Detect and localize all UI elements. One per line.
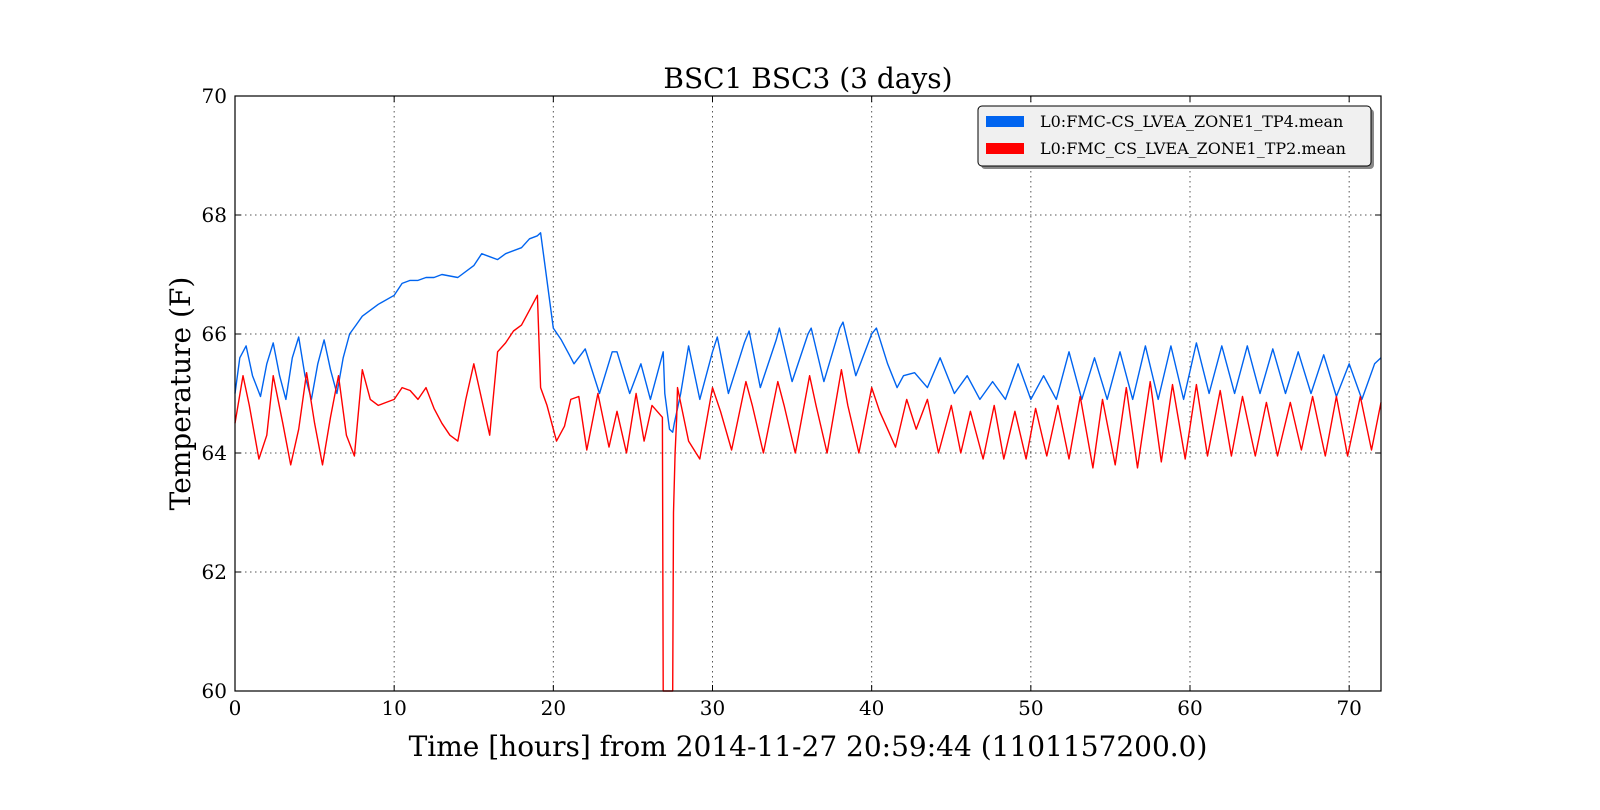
grid-lines [235,96,1381,691]
y-axis-label: Temperature (F) [164,277,197,511]
x-tick-label: 50 [1018,696,1043,720]
x-tick-label: 10 [381,696,406,720]
x-tick-label: 60 [1177,696,1202,720]
x-tick-label: 70 [1336,696,1361,720]
legend-swatch [986,116,1024,127]
y-tick-label: 66 [202,322,227,346]
y-tick-label: 68 [202,203,227,227]
series-lines [234,232,1382,692]
y-tick-label: 62 [202,560,227,584]
series-line-2 [234,294,1382,692]
legend-entry: L0:FMC_CS_LVEA_ZONE1_TP2.mean [1040,139,1346,158]
legend-box [977,105,1372,167]
x-tick-label: 30 [700,696,725,720]
series-line-1 [234,232,1382,433]
y-tick-label: 64 [202,441,227,465]
legend-swatch [986,143,1024,154]
x-tick-label: 0 [229,696,242,720]
x-tick-label: 40 [859,696,884,720]
x-tick-label: 20 [541,696,566,720]
legend-entry: L0:FMC-CS_LVEA_ZONE1_TP4.mean [1040,112,1343,131]
x-axis-label: Time [hours] from 2014-11-27 20:59:44 (1… [409,730,1208,763]
axis-ticks: 0 10 20 30 40 50 60 70 60 62 64 66 68 70 [202,84,1381,720]
y-tick-label: 70 [202,84,227,108]
y-tick-label: 60 [202,679,227,703]
legend: L0:FMC-CS_LVEA_ZONE1_TP4.mean L0:FMC_CS_L… [977,105,1374,169]
plot-frame [234,95,1382,692]
chart-title: BSC1 BSC3 (3 days) [663,62,952,95]
